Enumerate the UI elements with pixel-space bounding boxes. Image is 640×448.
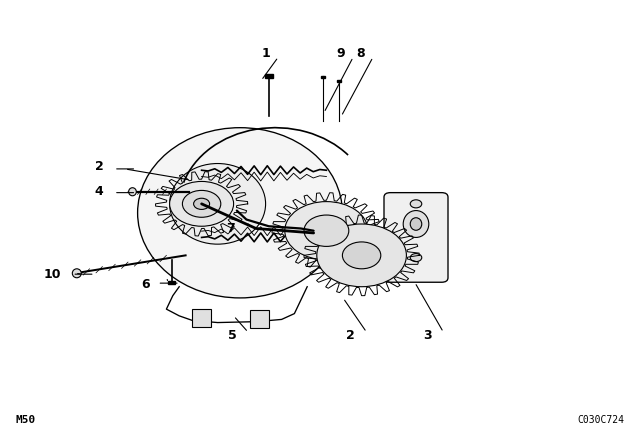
Ellipse shape [129, 188, 136, 196]
Text: 5: 5 [228, 328, 237, 342]
Text: 2: 2 [95, 160, 104, 173]
Ellipse shape [170, 164, 266, 244]
Text: 1: 1 [261, 47, 270, 60]
Ellipse shape [193, 198, 210, 209]
Ellipse shape [285, 202, 368, 260]
Ellipse shape [72, 269, 81, 278]
Bar [168, 281, 175, 284]
FancyBboxPatch shape [384, 193, 448, 282]
Ellipse shape [403, 211, 429, 237]
Text: 4: 4 [95, 185, 104, 198]
Ellipse shape [410, 254, 422, 262]
Ellipse shape [317, 224, 406, 287]
Ellipse shape [138, 128, 342, 298]
Text: 7: 7 [226, 222, 235, 235]
Ellipse shape [304, 215, 349, 246]
Text: 9: 9 [336, 47, 345, 60]
Polygon shape [250, 310, 269, 328]
Text: C030C724: C030C724 [577, 415, 624, 425]
Text: 8: 8 [356, 47, 365, 60]
Polygon shape [192, 309, 211, 327]
Ellipse shape [170, 181, 234, 226]
Bar [321, 76, 325, 78]
Text: M50: M50 [16, 415, 36, 425]
Ellipse shape [182, 190, 221, 217]
Ellipse shape [342, 242, 381, 269]
Text: 2: 2 [346, 328, 355, 342]
Bar [337, 80, 341, 82]
Text: 3: 3 [423, 328, 432, 342]
Ellipse shape [410, 200, 422, 208]
Ellipse shape [410, 218, 422, 230]
Text: 10: 10 [44, 267, 61, 281]
Bar [265, 74, 273, 78]
Text: 6: 6 [141, 278, 150, 291]
